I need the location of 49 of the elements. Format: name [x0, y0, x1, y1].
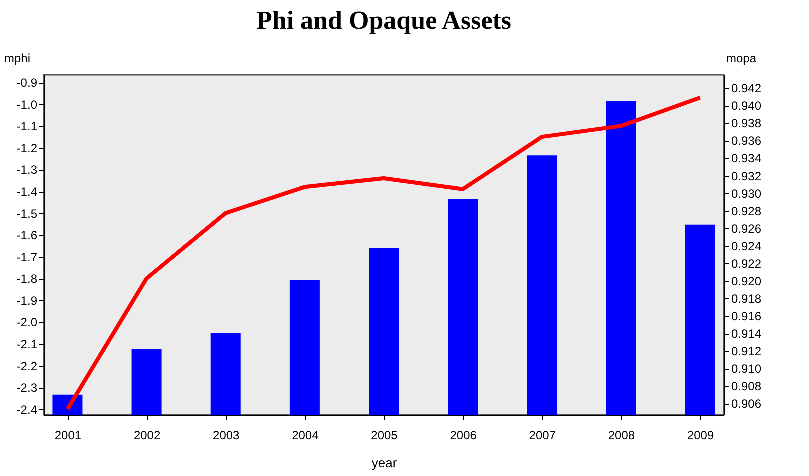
x-tick-label: 2003 [213, 428, 240, 442]
y2-tick-label: 0.920 [732, 274, 762, 288]
y2-tick-label: 0.940 [732, 99, 762, 114]
x-tick-label: 2008 [608, 428, 636, 442]
y-tick-label: -1.3 [16, 163, 38, 178]
chart-title: Phi and Opaque Assets [256, 6, 512, 35]
y-tick-label: -1.8 [16, 272, 38, 286]
y-tick-label: -1.9 [16, 294, 38, 308]
x-tick-label: 2009 [687, 428, 714, 442]
y2-tick-label: 0.916 [732, 309, 762, 324]
y2-tick-label: 0.932 [732, 169, 762, 184]
y2-tick-label: 0.906 [732, 397, 762, 412]
y-tick-label: -1.5 [16, 206, 38, 221]
y2-tick-label: 0.918 [732, 292, 762, 306]
y-tick-label: -0.9 [16, 76, 38, 90]
y-tick-label: -1.0 [16, 98, 38, 112]
line-series [66, 96, 702, 412]
y2-tick-label: 0.942 [732, 82, 762, 96]
y-axis-title: mphi [4, 52, 31, 66]
y2-tick-label: 0.938 [732, 116, 762, 131]
x-tick-label: 2001 [54, 428, 82, 442]
y-tick-label: -2.0 [16, 316, 38, 330]
y2-tick-label: 0.930 [732, 186, 762, 201]
x-axis-title: year [372, 456, 398, 470]
y-tick-label: -1.1 [16, 120, 38, 134]
y-tick-label: -2.3 [16, 381, 38, 396]
y-tick-label: -2.4 [16, 402, 38, 417]
y2-tick-label: 0.936 [732, 134, 762, 148]
y-tick-label: -1.6 [16, 228, 38, 243]
y2-tick-label: 0.926 [732, 222, 762, 236]
y2-tick-label: 0.908 [732, 380, 762, 394]
y2-tick-label: 0.934 [732, 152, 762, 166]
y-tick-label: -2.1 [16, 337, 38, 352]
y2-tick-label: 0.922 [732, 256, 762, 271]
y-tick-label: -2.2 [16, 359, 38, 374]
x-tick-label: 2002 [134, 428, 161, 442]
y-tick-label: -1.7 [16, 250, 38, 264]
x-tick-label: 2004 [292, 428, 320, 442]
y2-axis-title: mopa [726, 52, 757, 66]
y2-tick-label: 0.924 [732, 239, 762, 254]
y2-tick-label: 0.914 [732, 327, 762, 342]
y-tick-label: -1.4 [16, 185, 38, 200]
y2-tick-label: 0.910 [732, 362, 762, 376]
x-tick-label: 2006 [450, 428, 478, 442]
y-tick-label: -1.2 [16, 141, 38, 156]
y2-tick-label: 0.912 [732, 344, 762, 359]
y2-tick-label: 0.928 [732, 204, 762, 218]
x-tick-label: 2007 [529, 428, 556, 442]
x-tick-label: 2005 [371, 428, 398, 442]
